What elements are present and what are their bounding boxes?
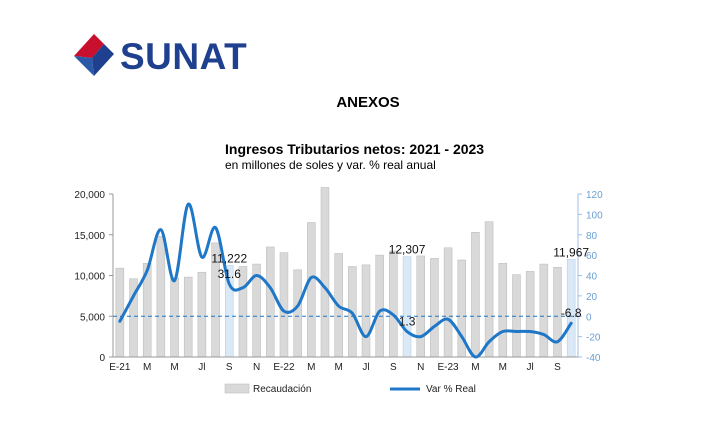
legend-label: Var % Real xyxy=(426,384,476,395)
sunat-emblem-icon xyxy=(74,34,114,76)
bar xyxy=(293,269,302,358)
legend-swatch-bar xyxy=(224,383,250,394)
bar xyxy=(375,254,384,358)
line-data-label: -6.8 xyxy=(561,306,582,320)
brand-name: SUNAT xyxy=(120,36,248,77)
bar xyxy=(416,255,425,358)
y-tick-label: 10,000 xyxy=(74,272,105,283)
bar xyxy=(115,267,125,358)
bar xyxy=(389,250,398,358)
bar xyxy=(525,271,535,358)
bar xyxy=(156,236,166,358)
x-tick-label: Jl xyxy=(362,362,369,373)
x-tick-label: M xyxy=(334,362,342,373)
bar xyxy=(279,252,289,358)
y2-tick-label: -20 xyxy=(586,333,601,344)
bar xyxy=(471,232,480,358)
bar-data-label: 11,967 xyxy=(553,245,589,259)
bar-data-label: 11,222 xyxy=(211,252,247,266)
legend-label: Recaudación xyxy=(253,384,311,395)
x-tick-label: E-22 xyxy=(273,362,295,373)
page-heading: ANEXOS xyxy=(336,94,400,111)
bar-data-label: 12,307 xyxy=(389,243,426,257)
x-tick-label: M xyxy=(143,362,151,373)
y2-tick-label: -40 xyxy=(586,353,601,364)
y2-tick-label: 20 xyxy=(586,292,598,303)
bar xyxy=(443,247,453,358)
chart-title: Ingresos Tributarios netos: 2021 - 2023 xyxy=(225,141,485,157)
x-tick-label: S xyxy=(554,362,561,373)
x-tick-label: Jl xyxy=(198,362,205,373)
x-tick-label: E-21 xyxy=(109,362,131,373)
bar xyxy=(430,258,439,358)
line-data-label: 31.6 xyxy=(218,267,242,281)
bar xyxy=(307,222,316,358)
y2-tick-label: 100 xyxy=(586,210,603,221)
y-tick-label: 5,000 xyxy=(80,312,105,323)
y2-tick-label: 60 xyxy=(586,251,598,262)
bar xyxy=(484,221,494,358)
bar xyxy=(402,256,412,358)
y2-tick-label: 0 xyxy=(586,312,592,323)
bar xyxy=(498,262,508,358)
chart-subtitle: en millones de soles y var. % real anual xyxy=(225,158,436,172)
x-tick-label: S xyxy=(226,362,233,373)
x-tick-label: Jl xyxy=(527,362,534,373)
y2-tick-label: 40 xyxy=(586,272,598,283)
var-real-line xyxy=(118,202,573,359)
x-tick-label: M xyxy=(307,362,315,373)
bar xyxy=(183,276,193,358)
sunat-logo: SUNAT xyxy=(70,28,290,88)
y2-tick-label: 80 xyxy=(586,231,598,242)
bar xyxy=(361,264,371,358)
x-tick-label: M xyxy=(471,362,479,373)
x-tick-label: N xyxy=(417,362,424,373)
y2-tick-label: 120 xyxy=(586,190,603,201)
y-tick-label: 0 xyxy=(99,353,105,364)
x-tick-label: M xyxy=(170,362,178,373)
line-data-label: 1.3 xyxy=(399,315,416,329)
bar xyxy=(320,187,330,358)
bar xyxy=(539,263,549,358)
bar xyxy=(197,271,207,358)
bar xyxy=(170,277,179,358)
x-tick-label: E-23 xyxy=(438,362,460,373)
x-tick-label: N xyxy=(253,362,260,373)
bar xyxy=(266,246,275,358)
y-tick-label: 20,000 xyxy=(74,190,105,201)
y-tick-label: 15,000 xyxy=(74,231,105,242)
x-tick-label: S xyxy=(390,362,397,373)
x-tick-label: M xyxy=(499,362,507,373)
